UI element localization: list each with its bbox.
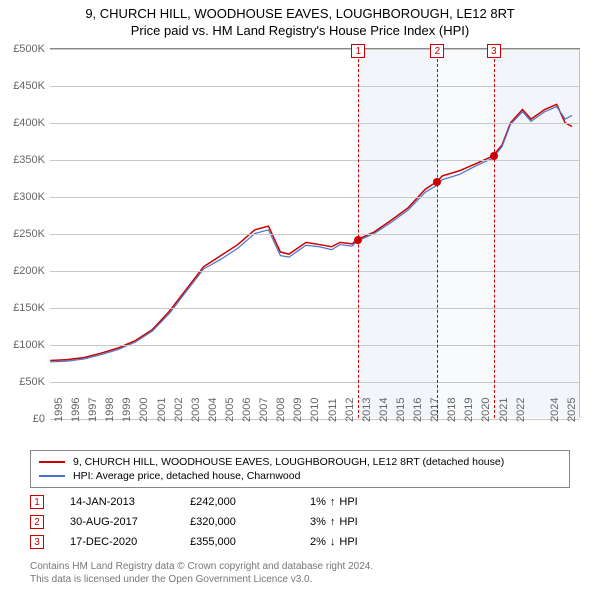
x-tick-label: 2001 (156, 398, 168, 422)
legend-box: 9, CHURCH HILL, WOODHOUSE EAVES, LOUGHBO… (30, 450, 570, 488)
x-tick-label: 2009 (292, 398, 304, 422)
sale-row-delta: 2% ↓ HPI (310, 536, 430, 548)
x-tick-label: 2014 (378, 398, 390, 422)
sale-marker-dot (490, 152, 498, 160)
y-tick-label: £100K (13, 339, 45, 351)
x-tick-label: 2013 (361, 398, 373, 422)
x-tick-label: 2005 (224, 398, 236, 422)
sale-row-delta: 1% ↑ HPI (310, 496, 430, 508)
x-tick-label: 2002 (173, 398, 185, 422)
sale-marker-line (437, 49, 438, 418)
sale-marker-line (494, 49, 495, 418)
sale-row-date: 17-DEC-2020 (70, 536, 190, 548)
arrow-icon: ↑ (330, 496, 336, 508)
x-tick-label: 2017 (429, 398, 441, 422)
plot-area: £0£50K£100K£150K£200K£250K£300K£350K£400… (50, 48, 580, 418)
sale-marker-dot (354, 236, 362, 244)
sale-marker-label: 2 (430, 44, 444, 58)
gridline-h (50, 345, 579, 346)
legend-label-hpi: HPI: Average price, detached house, Char… (73, 470, 300, 482)
y-tick-label: £500K (13, 43, 45, 55)
sale-row-date: 14-JAN-2013 (70, 496, 190, 508)
gridline-h (50, 197, 579, 198)
x-tick-label: 2011 (327, 398, 339, 422)
legend-row-hpi: HPI: Average price, detached house, Char… (39, 469, 561, 483)
sale-row-num: 2 (30, 515, 44, 529)
sale-row-price: £320,000 (190, 516, 310, 528)
x-tick-label: 2004 (207, 398, 219, 422)
x-tick-label: 2022 (515, 398, 527, 422)
legend-label-property: 9, CHURCH HILL, WOODHOUSE EAVES, LOUGHBO… (73, 456, 504, 468)
x-tick-label: 1995 (53, 398, 65, 422)
y-tick-label: £450K (13, 80, 45, 92)
x-tick-label: 2003 (190, 398, 202, 422)
y-tick-label: £0 (33, 413, 45, 425)
gridline-h (50, 308, 579, 309)
x-tick-label: 2006 (241, 398, 253, 422)
x-tick-label: 2025 (566, 398, 578, 422)
x-tick-label: 2012 (344, 398, 356, 422)
sale-table-row: 1 14-JAN-2013£242,0001% ↑ HPI (30, 492, 430, 512)
x-tick-label: 2000 (138, 398, 150, 422)
footnote-line1: Contains HM Land Registry data © Crown c… (30, 561, 373, 574)
gridline-h (50, 382, 579, 383)
y-tick-label: £50K (19, 376, 45, 388)
sale-marker-label: 3 (487, 44, 501, 58)
x-tick-label: 2024 (549, 398, 561, 422)
legend-row-property: 9, CHURCH HILL, WOODHOUSE EAVES, LOUGHBO… (39, 455, 561, 469)
y-tick-label: £400K (13, 117, 45, 129)
gridline-h (50, 271, 579, 272)
sale-row-num: 1 (30, 495, 44, 509)
x-tick-label: 2007 (258, 398, 270, 422)
sale-row-price: £355,000 (190, 536, 310, 548)
chart-container: 9, CHURCH HILL, WOODHOUSE EAVES, LOUGHBO… (0, 0, 600, 590)
gridline-h (50, 234, 579, 235)
x-tick-label: 1996 (70, 398, 82, 422)
legend-swatch-property (39, 461, 65, 463)
x-tick-label: 2018 (446, 398, 458, 422)
x-tick-label: 2021 (498, 398, 510, 422)
legend-swatch-hpi (39, 475, 65, 477)
arrow-icon: ↑ (330, 516, 336, 528)
gridline-h (50, 123, 579, 124)
y-tick-label: £200K (13, 265, 45, 277)
gridline-h (50, 86, 579, 87)
title-block: 9, CHURCH HILL, WOODHOUSE EAVES, LOUGHBO… (0, 0, 600, 40)
y-tick-label: £150K (13, 302, 45, 314)
sale-row-delta: 3% ↑ HPI (310, 516, 430, 528)
footnote-line2: This data is licensed under the Open Gov… (30, 574, 373, 587)
footnote: Contains HM Land Registry data © Crown c… (30, 561, 373, 586)
sale-marker-line (358, 49, 359, 418)
x-tick-label: 1999 (121, 398, 133, 422)
x-tick-label: 2020 (480, 398, 492, 422)
x-tick-label: 2008 (275, 398, 287, 422)
y-tick-label: £300K (13, 191, 45, 203)
arrow-icon: ↓ (330, 536, 336, 548)
x-tick-label: 2015 (395, 398, 407, 422)
gridline-h (50, 160, 579, 161)
x-tick-label: 2019 (463, 398, 475, 422)
sale-table-row: 2 30-AUG-2017£320,0003% ↑ HPI (30, 512, 430, 532)
sale-marker-label: 1 (351, 44, 365, 58)
y-tick-label: £350K (13, 154, 45, 166)
x-tick-label: 2016 (412, 398, 424, 422)
title-line1: 9, CHURCH HILL, WOODHOUSE EAVES, LOUGHBO… (0, 6, 600, 23)
x-tick-label: 1998 (104, 398, 116, 422)
sale-marker-dot (433, 178, 441, 186)
title-line2: Price paid vs. HM Land Registry's House … (0, 23, 600, 40)
y-tick-label: £250K (13, 228, 45, 240)
sale-table-row: 3 17-DEC-2020£355,0002% ↓ HPI (30, 532, 430, 552)
sale-row-num: 3 (30, 535, 44, 549)
x-tick-label: 1997 (87, 398, 99, 422)
sale-row-date: 30-AUG-2017 (70, 516, 190, 528)
x-tick-label: 2010 (309, 398, 321, 422)
sales-table: 1 14-JAN-2013£242,0001% ↑ HPI 2 30-AUG-2017… (30, 492, 430, 552)
sale-row-price: £242,000 (190, 496, 310, 508)
